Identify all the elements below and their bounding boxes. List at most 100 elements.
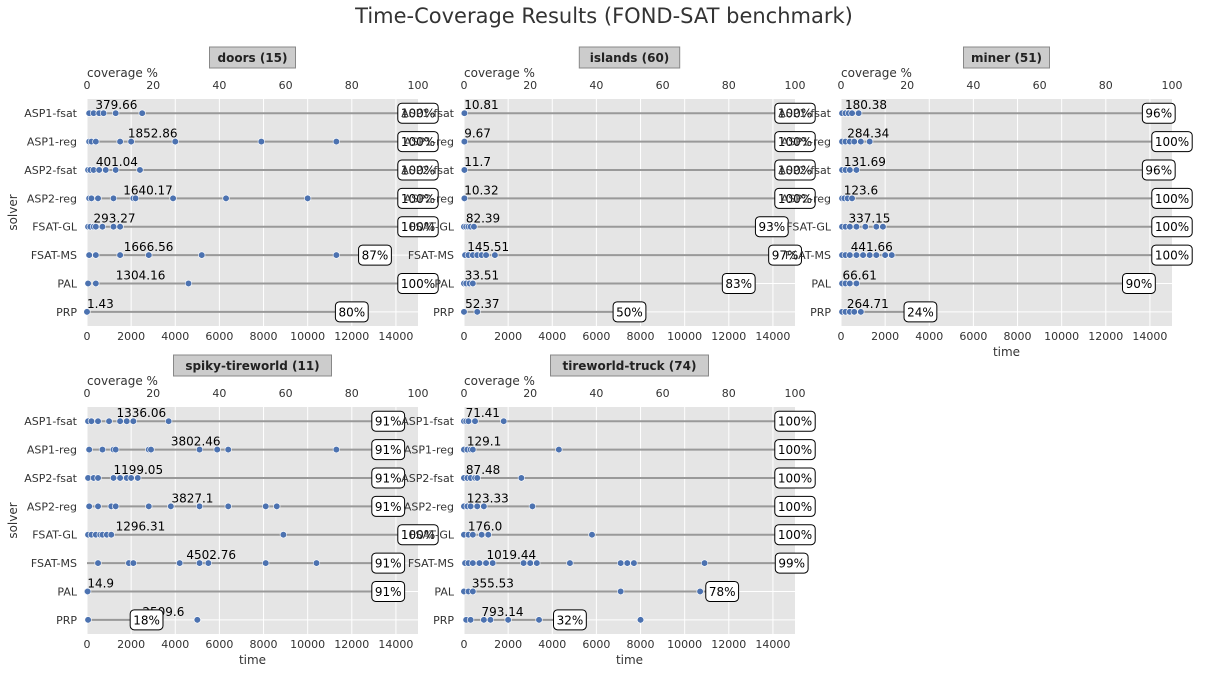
plot-area (841, 99, 1172, 326)
coverage-label: 100% (778, 192, 812, 206)
data-point (116, 251, 124, 259)
data-point (617, 559, 625, 567)
y-tick-label: FSAT-MS (31, 249, 77, 262)
top-tick-label: 80 (722, 387, 736, 400)
data-point (85, 502, 93, 510)
data-point (486, 616, 495, 624)
data-point (171, 137, 179, 146)
coverage-badge (371, 495, 406, 517)
data-point (102, 166, 110, 174)
data-point (484, 531, 492, 539)
x-tick-label: 8000 (627, 638, 655, 651)
data-point (700, 559, 709, 567)
data-point (94, 474, 102, 482)
data-point (469, 279, 477, 288)
x-tick-label: 6000 (205, 330, 233, 343)
data-point (872, 251, 880, 259)
x-tick-label: 2000 (494, 330, 522, 343)
y-tick-label: FSAT-MS (31, 557, 77, 570)
y-tick-label: ASP1-fsat (401, 415, 454, 428)
top-axis-label: coverage % (87, 374, 158, 388)
y-axis-label: solver (6, 194, 20, 230)
data-point (99, 109, 108, 117)
data-point (630, 559, 638, 567)
top-tick-label: 100 (785, 387, 806, 400)
x-tick-label: 0 (84, 330, 91, 343)
y-tick-label: PRP (56, 614, 77, 627)
panel-4: 0 2000 4000 6000 8000 10000 12000 14000 time 0 20 4… (401, 354, 816, 667)
x-tick-label: 8000 (250, 638, 278, 651)
y-tick-label: ASP1-reg (404, 444, 454, 457)
y-tick-label: PAL (434, 277, 454, 290)
top-axis-label: coverage % (841, 66, 912, 80)
top-tick-label: 0 (461, 387, 468, 400)
panel-3: 0 2000 4000 6000 8000 10000 12000 14000 time 0 20 4… (6, 354, 439, 667)
data-point (83, 308, 91, 316)
plot-area (87, 407, 418, 634)
coverage-badge (371, 580, 406, 602)
mean-label: 10.32 (464, 183, 498, 197)
coverage-badge (705, 580, 740, 602)
x-tick-label: 2000 (494, 638, 522, 651)
data-point (112, 166, 120, 174)
mean-label: 33.51 (465, 268, 499, 282)
coverage-label: 91% (375, 443, 402, 457)
mean-label: 3827.1 (171, 491, 213, 505)
data-point (131, 194, 140, 202)
y-tick-label: FSAT-MS (408, 557, 454, 570)
mean-label: 1666.56 (124, 240, 174, 254)
y-tick-label: ASP1-reg (404, 136, 454, 149)
data-point (105, 417, 113, 425)
mean-label: 131.69 (844, 155, 886, 169)
mean-label: 1336.06 (116, 406, 166, 420)
top-tick-label: 60 (1033, 79, 1047, 92)
coverage-label: 50% (616, 305, 643, 319)
coverage-badge (774, 467, 816, 489)
y-tick-label: PRP (433, 306, 454, 319)
coverage-label: 32% (557, 613, 584, 627)
data-point (84, 587, 92, 596)
coverage-label: 100% (401, 135, 435, 149)
mean-label: 66.61 (842, 268, 876, 282)
coverage-label: 100% (778, 163, 812, 177)
coverage-badge (1122, 272, 1156, 294)
figure-title: Time-Coverage Results (FOND-SAT benchmar… (354, 4, 853, 28)
x-tick-label: 12000 (711, 330, 746, 343)
coverage-badge (334, 301, 369, 323)
data-point (195, 502, 204, 510)
y-axis-label: solver (6, 502, 20, 538)
x-tick-label: 14000 (1132, 330, 1167, 343)
coverage-label: 97% (772, 249, 799, 263)
x-tick-label: 8000 (627, 330, 655, 343)
x-tick-label: 0 (838, 330, 845, 343)
coverage-badge (774, 495, 816, 517)
coverage-label: 100% (778, 471, 812, 485)
mean-label: 1199.05 (113, 463, 163, 477)
mean-label: 337.15 (848, 212, 890, 226)
y-tick-label: FSAT-GL (409, 529, 455, 542)
y-tick-label: PRP (56, 306, 77, 319)
data-point (460, 109, 469, 117)
data-point (861, 223, 869, 231)
data-point (617, 587, 625, 596)
x-tick-label: 4000 (538, 638, 566, 651)
data-point (491, 251, 499, 259)
x-tick-label: 12000 (334, 638, 369, 651)
data-point (165, 417, 173, 425)
x-tick-label: 8000 (1004, 330, 1032, 343)
top-tick-label: 20 (146, 387, 160, 400)
coverage-badge (774, 524, 816, 546)
top-tick-label: 40 (589, 387, 603, 400)
x-tick-label: 10000 (290, 330, 325, 343)
data-point (198, 251, 206, 259)
top-tick-label: 0 (461, 79, 468, 92)
mean-label: 129.1 (467, 435, 501, 449)
mean-label: 793.14 (482, 605, 524, 619)
data-point (467, 616, 475, 624)
y-tick-label: FSAT-MS (785, 249, 831, 262)
data-point (224, 445, 232, 454)
coverage-label: 91% (375, 471, 402, 485)
top-axis-label: coverage % (464, 374, 535, 388)
top-tick-label: 20 (146, 79, 160, 92)
data-point (460, 137, 469, 146)
